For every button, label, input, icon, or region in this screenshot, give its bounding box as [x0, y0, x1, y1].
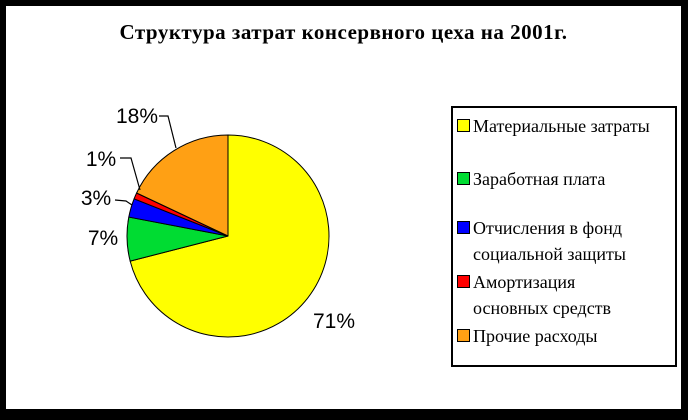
legend-label: социальной защиты	[473, 244, 626, 264]
pie-slices	[126, 134, 330, 338]
legend-label: основных средств	[473, 298, 612, 318]
pie-label-social-fund: 3%	[81, 187, 111, 210]
pie-label-material-costs: 71%	[313, 310, 355, 333]
pie-label-other-expenses: 18%	[116, 105, 158, 128]
legend-item-other-expenses: Прочие расходы	[457, 323, 598, 349]
legend-item-material-costs: Материальные затраты	[457, 113, 650, 139]
pie-slice-material-costs	[129, 134, 330, 338]
legend-swatch-material-costs	[457, 119, 470, 132]
pie-slice-other-expenses	[136, 134, 229, 237]
pie-label-depreciation: 1%	[86, 148, 116, 171]
legend-label: Амортизация	[473, 272, 576, 292]
legend-label: Прочие расходы	[473, 326, 598, 346]
legend-label: Материальные затраты	[473, 116, 650, 136]
pie-chart: 18% 1% 3% 7% 71%	[81, 105, 355, 338]
legend-item-social-fund: Отчисления в фонд социальной защиты	[457, 215, 626, 267]
legend-swatch-other-expenses	[457, 329, 470, 342]
legend-label: Отчисления в фонд	[473, 218, 623, 238]
legend-swatch-wages	[457, 172, 470, 185]
legend-item-wages: Заработная плата	[457, 166, 605, 192]
leader-line-3	[114, 199, 133, 206]
chart-title: Структура затрат консервного цеха на 200…	[119, 20, 568, 44]
legend-swatch-depreciation	[457, 275, 470, 288]
pie-labels: 18% 1% 3% 7% 71%	[81, 105, 355, 333]
legend: Материальные затраты Заработная плата От…	[451, 106, 677, 367]
legend-item-depreciation: Амортизация основных средств	[457, 269, 611, 321]
legend-swatch-social-fund	[457, 221, 470, 234]
chart-canvas: Структура затрат консервного цеха на 200…	[6, 6, 681, 409]
leader-lines	[114, 115, 177, 206]
legend-label: Заработная плата	[473, 169, 606, 189]
pie-label-wages: 7%	[88, 227, 118, 250]
leader-line-1	[120, 157, 141, 191]
leader-line-18	[159, 115, 177, 149]
